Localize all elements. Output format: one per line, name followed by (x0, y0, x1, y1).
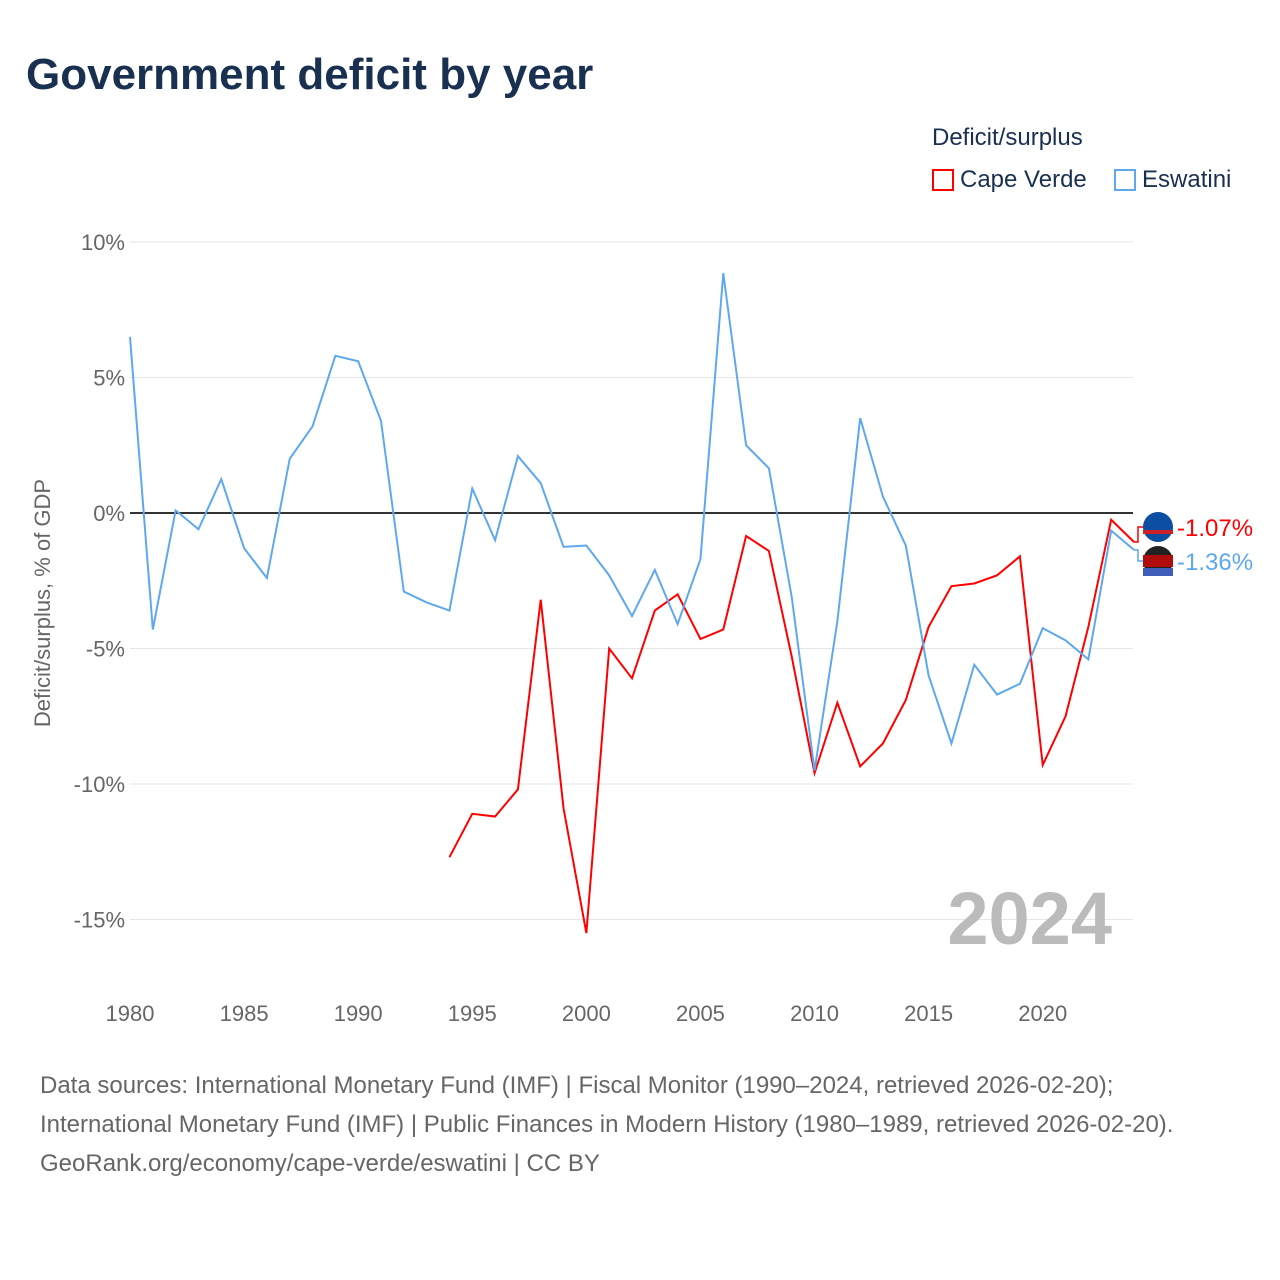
legend-swatch (932, 169, 954, 191)
year-label: 2024 (947, 877, 1112, 960)
series-line-cape-verde[interactable] (448, 517, 1135, 934)
flag-stripe (1143, 555, 1173, 567)
x-tick-label: 1990 (334, 1001, 383, 1026)
y-tick-label: -10% (74, 772, 125, 797)
line-chart: 10% 5% 0% -5% -10% -15% 1980 1985 1990 1995 2000 20… (30, 230, 1253, 1026)
legend-label: Eswatini (1142, 166, 1232, 193)
legend-title: Deficit/surplus (932, 124, 1083, 151)
x-tick-label: 2010 (790, 1001, 839, 1026)
x-tick-label: 2015 (904, 1001, 953, 1026)
flag-stripe (1143, 530, 1173, 534)
data-sources-text: Data sources: International Monetary Fun… (40, 1072, 1174, 1138)
y-tick-label: 10% (81, 230, 125, 255)
legend-item-cape-verde[interactable]: Cape Verde (932, 166, 1087, 194)
x-tick-label: 1985 (220, 1001, 269, 1026)
y-tick-label: -15% (74, 908, 125, 933)
attribution-link[interactable]: GeoRank.org/economy/cape-verde/eswatini … (40, 1150, 600, 1177)
y-tick-label: -5% (86, 637, 125, 662)
x-tick-label: 2000 (562, 1001, 611, 1026)
end-connector (1134, 549, 1144, 562)
x-tick-label: 2005 (676, 1001, 725, 1026)
y-tick-label: 0% (93, 501, 125, 526)
series-line-eswatini[interactable] (129, 273, 1135, 771)
flag-stripe (1143, 568, 1173, 576)
x-tick-label: 2020 (1018, 1001, 1067, 1026)
sources: Data sources: International Monetary Fun… (40, 1066, 1240, 1183)
legend-item-eswatini[interactable]: Eswatini (1114, 166, 1231, 194)
legend-label: Cape Verde (960, 166, 1087, 193)
legend-swatch (1114, 169, 1136, 191)
end-value-label: -1.07% (1177, 515, 1253, 542)
flag-icon (1143, 512, 1173, 542)
y-tick-label: 5% (93, 366, 125, 391)
end-value-label: -1.36% (1177, 549, 1253, 576)
end-connector (1134, 526, 1144, 543)
y-axis-label: Deficit/surplus, % of GDP (30, 479, 55, 727)
chart-title: Government deficit by year (26, 50, 594, 99)
x-tick-label: 1995 (448, 1001, 497, 1026)
x-tick-label: 1980 (106, 1001, 155, 1026)
